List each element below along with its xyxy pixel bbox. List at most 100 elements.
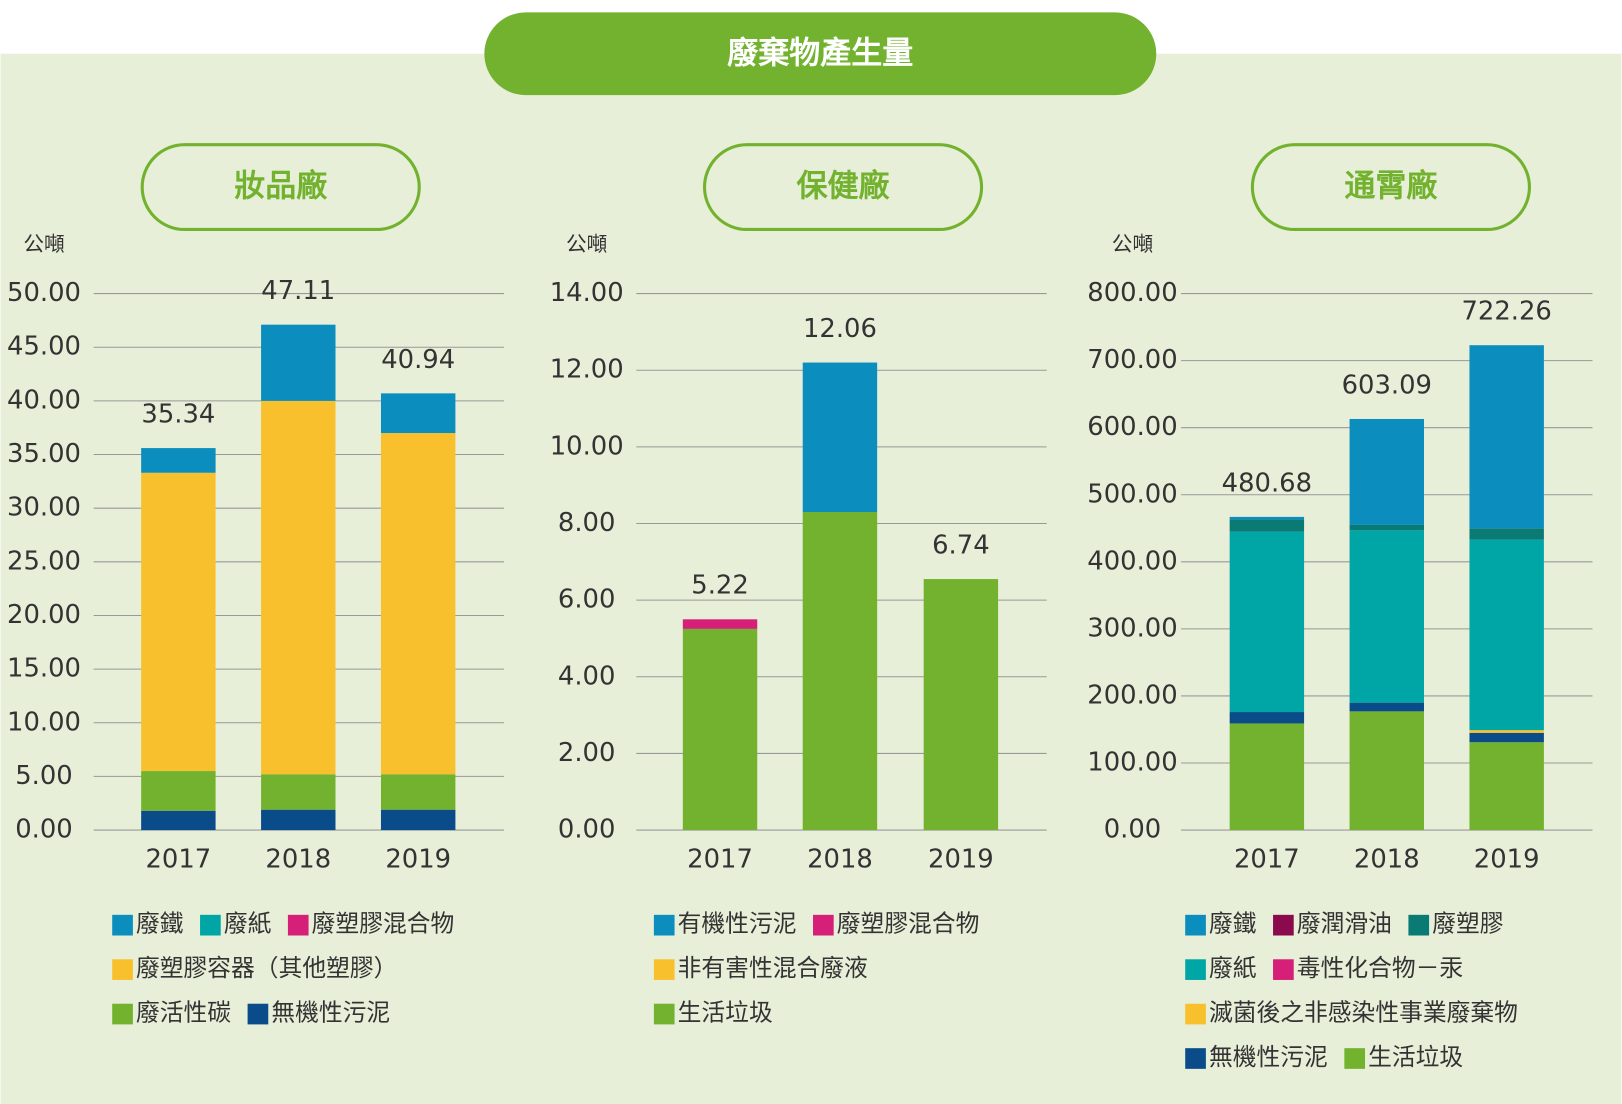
legend-swatch [1273, 914, 1294, 936]
legend-label: 有機性污泥 [678, 910, 797, 938]
chart-title-pill [140, 143, 421, 232]
y-axis-label: 公噸 [1112, 232, 1153, 256]
x-tick-label: 2019 [928, 845, 994, 875]
bar-segment [1469, 528, 1544, 540]
y-tick-label: 800.00 [1087, 278, 1177, 308]
bar-segment [1349, 524, 1424, 531]
bar-segment [802, 362, 878, 513]
chart-title: 通霄廠 [1344, 169, 1437, 205]
bar-segment [682, 628, 758, 831]
bar-segment [141, 448, 216, 473]
legend-label: 毒性化合物－汞 [1297, 954, 1463, 982]
legend-swatch [1185, 1003, 1206, 1025]
legend-swatch [813, 914, 834, 936]
legend-swatch [1273, 959, 1294, 980]
y-tick-label: 50.00 [7, 278, 81, 308]
bar-segment [261, 809, 336, 831]
legend-label: 非有害性混合廢液 [678, 954, 868, 982]
legend-swatch [112, 959, 133, 980]
bar-segment [802, 512, 878, 831]
bar-segment [1229, 531, 1305, 713]
y-tick-label: 100.00 [1087, 748, 1177, 778]
y-axis-label: 公噸 [23, 232, 64, 256]
bar-segment [1229, 712, 1305, 724]
total-label: 5.22 [691, 571, 749, 601]
legend-swatch [200, 914, 221, 936]
legend-label: 廢活性碳 [136, 999, 231, 1027]
legend-swatch [653, 1003, 675, 1025]
x-tick-label: 2018 [265, 845, 331, 875]
bar-segment [380, 393, 456, 434]
bar-segment [1229, 519, 1305, 532]
bar-segment [141, 472, 216, 772]
legend-label: 廢潤滑油 [1297, 910, 1392, 938]
chart-title: 妝品廠 [234, 169, 327, 205]
y-tick-label: 20.00 [7, 600, 81, 630]
legend-swatch [1344, 1048, 1366, 1069]
total-label: 12.06 [803, 314, 877, 344]
y-tick-label: 35.00 [7, 439, 81, 469]
bar-segment [1469, 345, 1544, 529]
x-tick-label: 2017 [146, 845, 212, 875]
y-tick-label: 12.00 [550, 355, 624, 385]
y-tick-label: 500.00 [1087, 479, 1177, 509]
legend-label: 廢塑膠混合物 [837, 910, 980, 938]
y-tick-label: 15.00 [7, 654, 81, 684]
y-tick-label: 6.00 [558, 585, 616, 615]
y-tick-label: 25.00 [7, 546, 81, 576]
y-tick-label: 5.00 [15, 761, 73, 791]
y-tick-label: 200.00 [1087, 680, 1177, 710]
legend-label: 廢塑膠 [1432, 910, 1503, 938]
y-tick-label: 0.00 [1104, 815, 1162, 845]
bar-segment [380, 774, 456, 810]
total-label: 47.11 [261, 276, 335, 306]
y-tick-label: 700.00 [1087, 345, 1177, 375]
legend-label: 廢鐵 [1209, 910, 1257, 938]
legend-swatch [247, 1003, 269, 1025]
legend-label: 廢紙 [1209, 954, 1257, 982]
legend-label: 廢鐵 [136, 910, 184, 938]
bar-segment [141, 771, 216, 811]
bar-segment [1349, 702, 1424, 712]
bar-segment [1349, 418, 1424, 525]
legend-swatch [653, 914, 675, 936]
total-label: 6.74 [932, 530, 990, 560]
bar-segment [1469, 732, 1544, 743]
legend-swatch [112, 1003, 133, 1025]
legend-label: 廢塑膠容器（其他塑膠） [136, 954, 397, 982]
legend-swatch [1185, 1048, 1206, 1069]
y-tick-label: 14.00 [550, 278, 624, 308]
bar-segment [1229, 723, 1305, 831]
bar-segment [1349, 530, 1424, 703]
y-tick-label: 300.00 [1087, 613, 1177, 643]
y-tick-label: 600.00 [1087, 412, 1177, 442]
x-tick-label: 2019 [385, 845, 451, 875]
bar-segment [261, 774, 336, 810]
legend-label: 廢紙 [224, 910, 272, 938]
y-tick-label: 40.00 [7, 385, 81, 415]
bar-segment [380, 809, 456, 831]
x-tick-label: 2019 [1474, 845, 1540, 875]
total-label: 480.68 [1222, 468, 1312, 498]
total-label: 40.94 [381, 345, 455, 375]
y-tick-label: 0.00 [15, 815, 73, 845]
legend-label: 廢塑膠混合物 [312, 910, 455, 938]
legend-swatch [653, 959, 675, 980]
bar-segment [261, 400, 336, 775]
legend-swatch [287, 914, 309, 936]
y-tick-label: 10.00 [7, 707, 81, 737]
y-tick-label: 10.00 [550, 431, 624, 461]
x-tick-label: 2018 [807, 845, 873, 875]
x-tick-label: 2017 [687, 845, 753, 875]
chart-title-pill [1250, 143, 1531, 232]
bar-segment [1469, 539, 1544, 731]
total-label: 35.34 [141, 400, 215, 430]
y-axis-label: 公噸 [566, 232, 607, 256]
bar-segment [1469, 730, 1544, 733]
bar-segment [1349, 711, 1424, 831]
chart-title: 保健廠 [797, 169, 890, 205]
bar-segment [682, 619, 758, 629]
legend-label: 無機性污泥 [271, 999, 390, 1027]
